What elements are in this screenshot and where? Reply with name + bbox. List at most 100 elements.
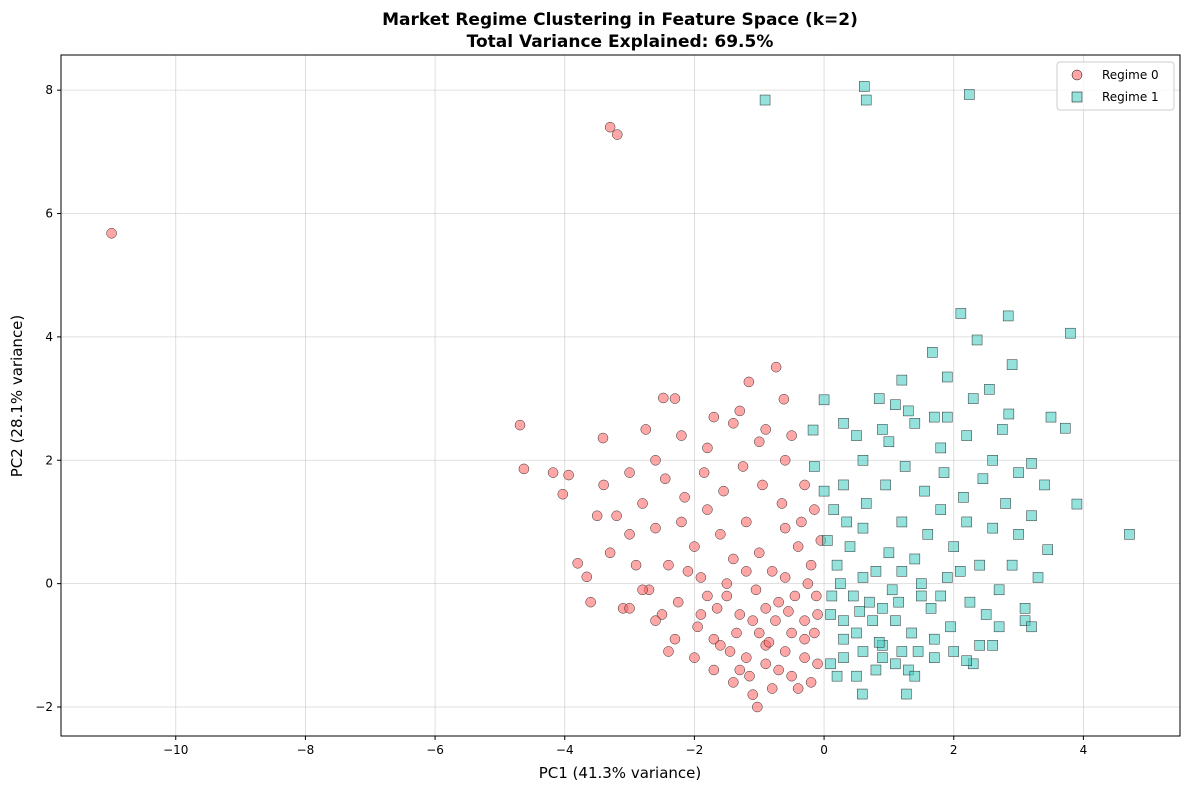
legend: Regime 0 Regime 1 — [1056, 61, 1175, 111]
point-regime-1 — [916, 578, 927, 589]
x-tick-label: −10 — [163, 743, 188, 757]
point-regime-1 — [987, 640, 998, 651]
point-regime-1 — [942, 371, 953, 383]
point-regime-0 — [734, 405, 746, 417]
point-regime-0 — [779, 522, 791, 534]
point-regime-1 — [825, 658, 836, 670]
point-regime-0 — [721, 578, 733, 589]
point-regime-0 — [598, 479, 609, 491]
point-regime-0 — [611, 510, 622, 522]
legend-box — [1056, 61, 1175, 111]
point-regime-0 — [547, 467, 559, 478]
point-regime-0 — [779, 455, 791, 466]
point-regime-1 — [1039, 479, 1050, 491]
point-regime-0 — [637, 584, 648, 596]
point-regime-0 — [711, 603, 723, 614]
point-regime-0 — [728, 418, 739, 429]
y-tick-label: −2 — [35, 700, 53, 714]
point-regime-1 — [870, 664, 882, 676]
point-regime-0 — [741, 566, 752, 577]
point-regime-1 — [1019, 603, 1031, 614]
point-regime-0 — [770, 615, 781, 626]
point-regime-1 — [825, 609, 836, 620]
y-axis-label: PC2 (28.1% variance) — [8, 315, 26, 478]
point-regime-1 — [867, 615, 878, 626]
legend-label-regime-1: Regime 1 — [1102, 90, 1159, 104]
point-regime-1 — [922, 529, 934, 540]
point-regime-0 — [734, 609, 746, 620]
point-regime-0 — [724, 646, 736, 657]
point-regime-1 — [883, 436, 895, 448]
point-regime-1 — [935, 504, 947, 515]
point-regime-0 — [752, 701, 763, 713]
point-regime-0 — [743, 376, 755, 388]
point-regime-0 — [753, 436, 765, 448]
axis-ticks: −10 −8 −6 −4 −2 0 2 4 −2 0 2 4 6 8 — [35, 83, 1087, 757]
point-regime-1 — [1026, 510, 1037, 522]
point-regime-0 — [572, 558, 583, 569]
point-regime-0 — [663, 646, 674, 657]
point-regime-0 — [692, 621, 703, 633]
point-regime-1 — [961, 655, 972, 666]
point-regime-0 — [715, 640, 726, 651]
point-regime-0 — [776, 498, 788, 509]
point-regime-1 — [964, 89, 975, 100]
point-regime-1 — [935, 590, 947, 602]
point-regime-0 — [728, 553, 739, 565]
point-regime-1 — [831, 559, 843, 571]
point-regime-1 — [909, 418, 921, 429]
legend-marker-regime-0 — [1071, 69, 1083, 81]
point-regime-0 — [773, 664, 784, 676]
point-regime-0 — [799, 615, 810, 626]
point-regime-0 — [695, 609, 707, 620]
point-regime-1 — [851, 670, 862, 682]
y-tick-label: 2 — [45, 453, 53, 467]
point-regime-1 — [935, 442, 947, 454]
point-regime-1 — [945, 621, 956, 633]
point-regime-0 — [760, 658, 771, 670]
point-regime-0 — [650, 615, 661, 626]
point-regime-1 — [877, 652, 888, 663]
point-regime-1 — [903, 664, 914, 676]
point-regime-1 — [828, 504, 840, 515]
y-tick-label: 8 — [45, 83, 53, 97]
point-regime-1 — [1013, 529, 1024, 540]
point-regime-1 — [835, 578, 846, 589]
point-regime-1 — [906, 627, 917, 639]
point-regime-0 — [760, 603, 771, 614]
point-regime-1 — [896, 374, 908, 386]
point-regime-0 — [702, 590, 713, 602]
point-regime-0 — [741, 516, 752, 528]
point-regime-1 — [974, 640, 985, 651]
point-regime-1 — [942, 411, 953, 423]
point-regime-0 — [773, 596, 784, 608]
point-regime-0 — [811, 590, 822, 602]
point-regime-0 — [689, 652, 700, 663]
point-regime-1 — [890, 658, 901, 670]
point-regime-0 — [650, 455, 661, 466]
point-regime-1 — [854, 606, 865, 617]
point-regime-1 — [890, 615, 901, 626]
point-regime-0 — [750, 584, 762, 596]
point-regime-1 — [909, 553, 921, 565]
point-regime-1 — [877, 424, 888, 435]
point-regime-0 — [737, 461, 749, 472]
legend-marker-regime-1 — [1071, 91, 1083, 103]
point-regime-0 — [715, 529, 726, 540]
point-regime-0 — [766, 566, 778, 577]
point-regime-0 — [799, 633, 810, 645]
x-axis-label: PC1 (41.3% variance) — [539, 764, 702, 782]
point-regime-0 — [669, 633, 681, 645]
point-regime-1 — [980, 609, 992, 620]
point-regime-1 — [958, 492, 969, 503]
point-regime-0 — [786, 670, 797, 682]
point-regime-1 — [857, 688, 868, 700]
point-regime-1 — [859, 81, 870, 92]
point-regime-1 — [955, 308, 967, 319]
point-regime-1 — [997, 424, 1008, 435]
grid — [61, 55, 1180, 736]
point-regime-1 — [899, 461, 911, 472]
point-regime-1 — [977, 473, 989, 485]
point-regime-0 — [591, 510, 603, 522]
